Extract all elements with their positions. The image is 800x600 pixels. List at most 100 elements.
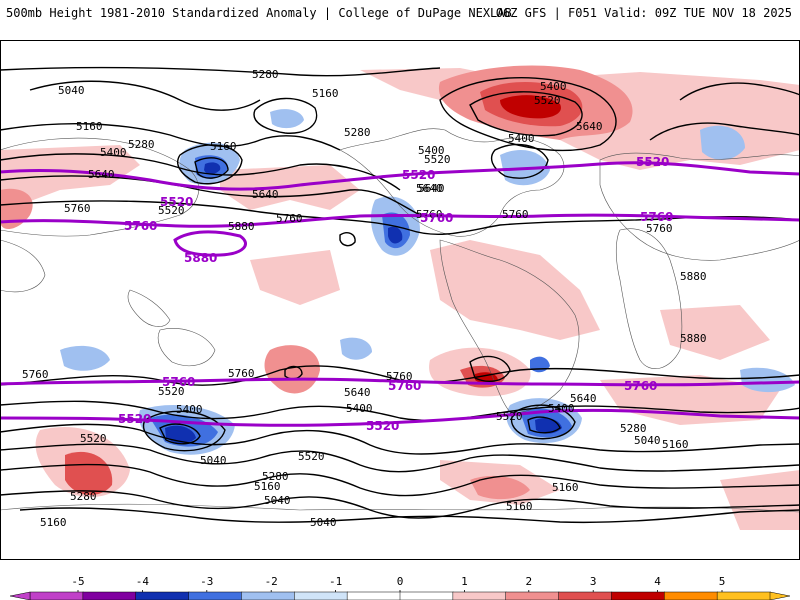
contour-line xyxy=(469,355,511,382)
colorbar-tick-label: -1 xyxy=(329,575,342,588)
contour-line xyxy=(0,175,421,216)
contour-label: 5040 xyxy=(310,516,337,529)
contour-line xyxy=(142,410,226,452)
anomaly-area xyxy=(470,475,530,500)
reference-contour-label: 5520 xyxy=(402,168,435,182)
contour-line xyxy=(339,232,356,247)
contour-line xyxy=(194,157,229,179)
reference-contour-label: 5880 xyxy=(184,251,217,265)
anomaly-area xyxy=(0,145,140,210)
contour-line xyxy=(510,404,576,440)
colorbar-segments xyxy=(9,591,791,600)
contour-line xyxy=(284,365,303,380)
contour-label: 5160 xyxy=(506,500,533,513)
colorbar-segment xyxy=(29,591,84,600)
contour-label: 5760 xyxy=(276,212,303,225)
contour-line xyxy=(490,143,549,179)
contour-label: 5760 xyxy=(22,368,49,381)
contour-label: 5760 xyxy=(64,202,91,215)
colorbar-tick-label: -4 xyxy=(136,575,150,588)
colorbar-high-arrow xyxy=(769,591,791,600)
anomaly-area xyxy=(388,226,403,244)
colorbar-tick-label: -2 xyxy=(265,575,278,588)
contour-label: 5280 xyxy=(620,422,647,435)
contour-line xyxy=(0,66,441,77)
contour-label: 5400 xyxy=(346,402,373,415)
contour-label: 5160 xyxy=(552,481,579,494)
anomaly-area xyxy=(250,250,340,305)
contour-line xyxy=(649,122,800,141)
colorbar-ticks: -5 -4 -3 -2 -1 0 1 2 3 4 5 xyxy=(71,575,725,592)
contour-label: 5880 xyxy=(680,332,707,345)
coastline xyxy=(339,128,565,237)
colorbar: -5 -4 -3 -2 -1 0 1 2 3 4 5 xyxy=(9,575,791,600)
anomaly-area xyxy=(340,337,372,360)
contour-label: 5160 xyxy=(254,480,281,493)
contour-line xyxy=(439,77,617,152)
contour-line xyxy=(469,91,583,137)
contour-label: 5280 xyxy=(344,126,371,139)
reference-contour-label: 5520 xyxy=(160,195,193,209)
contour-label: 5280 xyxy=(70,490,97,503)
reference-contour-label: 5760 xyxy=(162,375,195,389)
anomaly-area xyxy=(660,305,770,360)
anomaly-area xyxy=(204,162,221,175)
contour-line xyxy=(0,443,800,473)
colorbar-segment xyxy=(505,591,560,600)
contour-line xyxy=(0,122,341,151)
colorbar-segment xyxy=(611,591,666,600)
coastline xyxy=(615,228,683,369)
colorbar-segment xyxy=(399,591,454,600)
colorbar-segment xyxy=(241,591,296,600)
contour-label: 5160 xyxy=(40,516,67,529)
contour-label: 5640 xyxy=(576,120,603,133)
contour-line xyxy=(29,80,261,111)
contour-label: 5760 xyxy=(646,222,673,235)
colorbar-tick-label: -3 xyxy=(200,575,213,588)
contour-line xyxy=(527,416,561,434)
anomaly-area xyxy=(264,345,320,394)
contour-label: 5880 xyxy=(228,220,255,233)
contour-label: 5280 xyxy=(128,138,155,151)
contour-line xyxy=(177,144,243,185)
reference-contour-label: 5520 xyxy=(636,155,669,169)
reference-contour-label: 5760 xyxy=(624,379,657,393)
coastlines xyxy=(0,128,800,560)
colorbar-tick-label: 5 xyxy=(719,575,726,588)
valid-time: 06Z GFS | F051 Valid: 09Z TUE NOV 18 202… xyxy=(495,6,792,20)
contour-5760-south xyxy=(0,377,800,387)
contour-line xyxy=(679,82,800,101)
coastline xyxy=(0,239,46,293)
anomaly-area xyxy=(500,95,561,119)
contour-label: 5520 xyxy=(158,204,185,217)
contour-label: 5640 xyxy=(416,182,443,195)
contour-line xyxy=(253,97,318,134)
contour-label: 5880 xyxy=(680,270,707,283)
colorbar-segment xyxy=(452,591,507,600)
contour-label: 5040 xyxy=(264,494,291,507)
contour-label: 5160 xyxy=(210,140,237,153)
contour-label: 5400 xyxy=(508,132,535,145)
contour-label: 5760 xyxy=(386,370,413,383)
contour-5880-loop xyxy=(173,230,247,257)
reference-contours xyxy=(0,161,800,427)
coastline xyxy=(0,137,199,237)
contour-line xyxy=(0,400,800,422)
contour-label: 5040 xyxy=(200,454,227,467)
contour-label: 5640 xyxy=(252,188,279,201)
contour-label: 5520 xyxy=(298,450,325,463)
anomaly-area xyxy=(700,125,745,160)
reference-contour-label: 5520 xyxy=(118,412,151,426)
colorbar-tick-label: 4 xyxy=(654,575,661,588)
coastline xyxy=(157,328,216,366)
coastline xyxy=(439,239,580,413)
anomaly-area xyxy=(270,109,304,129)
anomaly-area xyxy=(430,240,600,340)
contour-5760-north xyxy=(0,213,800,228)
contour-line xyxy=(159,423,201,445)
colorbar-segment xyxy=(558,591,613,600)
colorbar-tick-label: 2 xyxy=(525,575,532,588)
contour-label: 5160 xyxy=(662,438,689,451)
contour-label: 5760 xyxy=(416,208,443,221)
contour-label: 5400 xyxy=(548,402,575,415)
